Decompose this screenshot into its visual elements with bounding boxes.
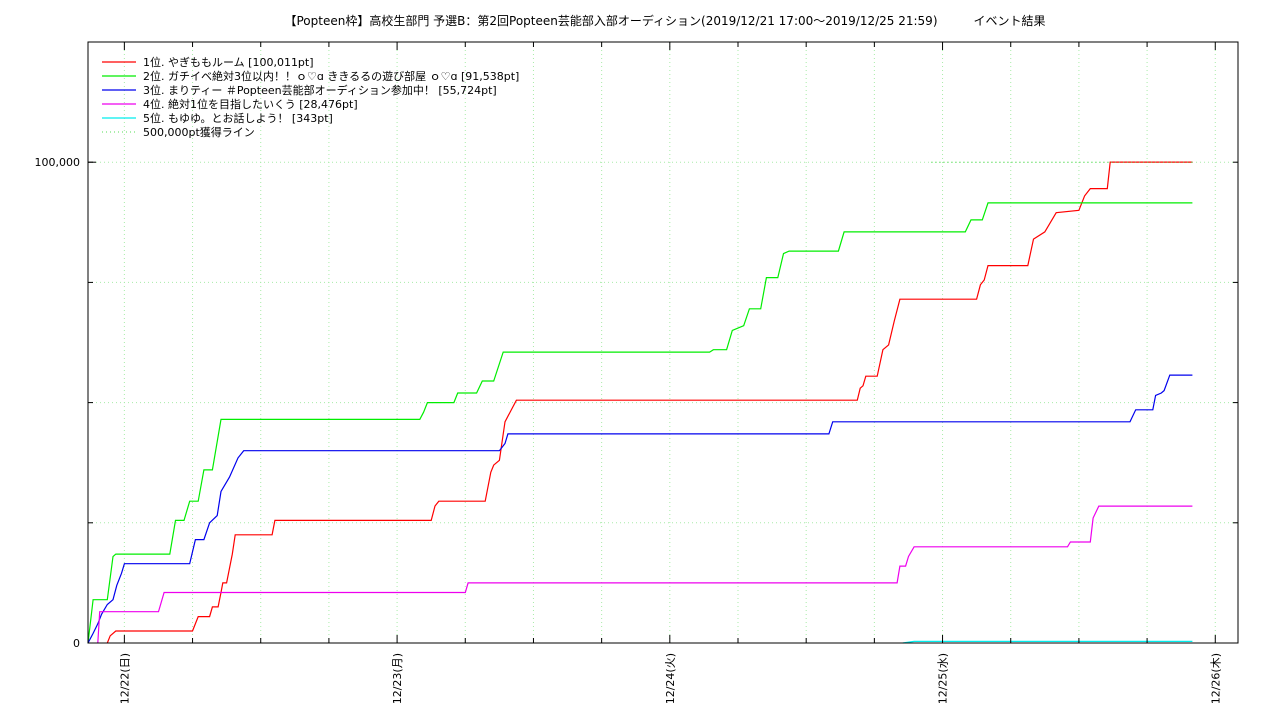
x-tick-label: 12/22(日) bbox=[118, 653, 131, 704]
x-tick-label: 12/26(木) bbox=[1209, 653, 1222, 704]
legend-label: 500,000pt獲得ライン bbox=[143, 126, 255, 139]
y-tick-label: 100,000 bbox=[35, 156, 81, 169]
chart-title: 【Popteen枠】高校生部門 予選B：第2回Popteen芸能部入部オーディシ… bbox=[284, 13, 1045, 28]
axes: 0 100,000 12/22(日) 12/23(月) 12/24(火) 12/25(水)… bbox=[35, 42, 1238, 704]
legend-label: 2位. ガチイベ絶対3位以内！！ｏ♡ɑ ききるるの遊び部屋 ｏ♡ɑ [91,53… bbox=[143, 69, 519, 83]
x-tick-label: 12/24(火) bbox=[664, 653, 677, 704]
series-line-1 bbox=[106, 161, 1193, 644]
x-tick-label: 12/25(水) bbox=[937, 653, 950, 704]
legend-label: 4位. 絶対1位を目指したいくう [28,476pt] bbox=[143, 97, 358, 111]
x-tick-label: 12/23(月) bbox=[391, 653, 404, 704]
grid-lines bbox=[88, 42, 1238, 643]
series-lines bbox=[87, 161, 1193, 644]
series-line-2 bbox=[87, 202, 1193, 644]
series-line-5 bbox=[902, 640, 1193, 644]
y-tick-label: 0 bbox=[73, 637, 80, 650]
legend-label: 3位. まりティー ＃Popteen芸能部オーディション参加中！ [55,724… bbox=[143, 83, 497, 97]
series-line-3 bbox=[87, 374, 1193, 644]
legend-label: 1位. やぎももルーム [100,011pt] bbox=[143, 55, 314, 69]
series-line-4 bbox=[97, 505, 1193, 644]
legend-label: 5位. もゆゆ。とお話しよう！ [343pt] bbox=[143, 111, 333, 125]
plot-area-frame bbox=[87, 41, 1239, 644]
legend: 1位. やぎももルーム [100,011pt]2位. ガチイベ絶対3位以内！！ｏ… bbox=[102, 55, 519, 139]
